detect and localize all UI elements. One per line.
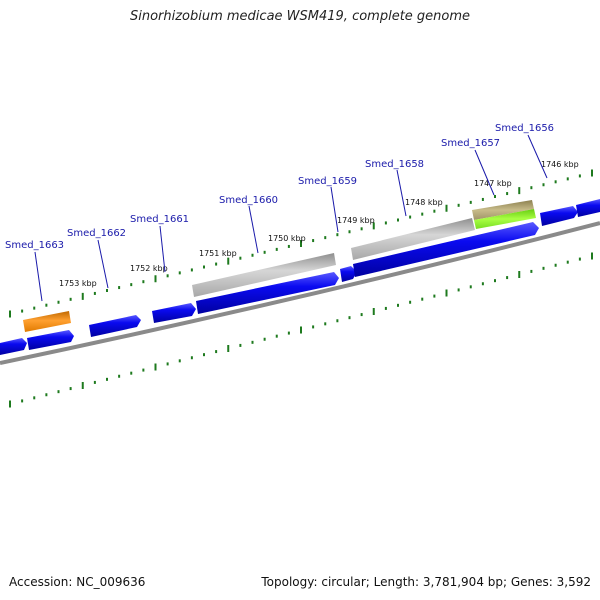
scale-label: 1753 kbp [59, 279, 97, 288]
genome-backbone [0, 221, 600, 365]
gene-label[interactable]: Smed_1659 [298, 176, 357, 187]
gene-label-leader [527, 134, 548, 179]
gene-label-leader [396, 169, 407, 217]
cds-arrow[interactable] [353, 222, 539, 277]
green-gene[interactable] [474, 209, 536, 229]
gene-label-leader [330, 186, 339, 233]
inner-scale-ticks [9, 252, 593, 408]
cds-arrow[interactable] [27, 330, 74, 350]
scale-label: 1746 kbp [541, 160, 579, 169]
scale-label: 1750 kbp [268, 234, 306, 243]
cds-arrow[interactable] [540, 206, 578, 226]
rna-gene[interactable] [23, 311, 71, 332]
gray-gene[interactable] [192, 253, 336, 297]
olive-gene[interactable] [472, 200, 534, 220]
cds-arrow[interactable] [576, 199, 600, 217]
scale-label: 1749 kbp [337, 216, 375, 225]
gene-labels: Smed_1656 Smed_1657 Smed_1658 Smed_1659 Smed… [5, 123, 554, 302]
gray-gene[interactable] [351, 218, 475, 260]
scale-label: 1748 kbp [405, 198, 443, 207]
gene-label-leader [34, 251, 43, 302]
gene-label-leader [474, 149, 495, 196]
cds-arrow[interactable] [89, 315, 141, 337]
scale-labels: 1746 kbp 1747 kbp 1748 kbp 1749 kbp 1750 kbp… [59, 160, 579, 288]
scale-label: 1751 kbp [199, 249, 237, 258]
cds-arrow[interactable] [196, 272, 339, 314]
gene-label-leader [248, 205, 259, 254]
gene-label[interactable]: Smed_1662 [67, 228, 126, 239]
map-title: Sinorhizobium medicae WSM419, complete g… [129, 9, 471, 24]
accession-text: Accession: NC_009636 [9, 575, 146, 589]
scale-label: 1752 kbp [130, 264, 168, 273]
scale-label: 1747 kbp [474, 179, 512, 188]
reverse-strand [23, 200, 536, 332]
cds-arrow[interactable] [0, 338, 27, 355]
forward-strand [0, 199, 600, 355]
gene-label[interactable]: Smed_1658 [365, 159, 424, 170]
cds-arrow[interactable] [152, 303, 196, 323]
gene-label[interactable]: Smed_1657 [441, 138, 500, 149]
gene-label[interactable]: Smed_1660 [219, 195, 278, 206]
gene-label[interactable]: Smed_1656 [495, 123, 554, 134]
gene-label[interactable]: Smed_1661 [130, 214, 189, 225]
gene-label-leader [159, 225, 166, 273]
topology-text: Topology: circular; Length: 3,781,904 bp… [261, 575, 591, 589]
gene-label-leader [97, 239, 109, 289]
cds-arrow[interactable] [340, 266, 357, 282]
outer-scale-ticks [9, 169, 593, 318]
gene-label[interactable]: Smed_1663 [5, 240, 64, 251]
